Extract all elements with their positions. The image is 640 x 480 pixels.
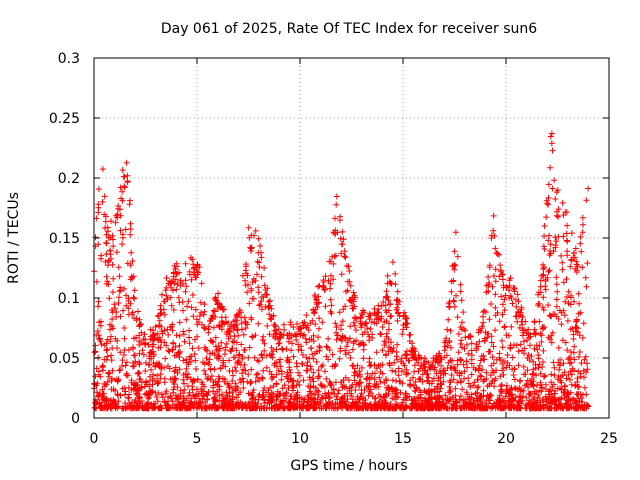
y-tick-label: 0: [71, 411, 80, 427]
x-axis-label: GPS time / hours: [290, 458, 407, 474]
y-tick-label: 0.1: [58, 291, 80, 307]
data-points: [91, 130, 592, 412]
y-axis-label: ROTI / TECUs: [6, 192, 22, 284]
x-tick-label: 20: [497, 431, 515, 447]
x-axis-ticks: 0 5 10 15 20 25: [90, 58, 618, 447]
y-tick-label: 0.3: [58, 51, 80, 67]
x-tick-label: 0: [90, 431, 99, 447]
y-tick-label: 0.2: [58, 171, 80, 187]
chart-title: Day 061 of 2025, Rate Of TEC Index for r…: [161, 21, 537, 37]
y-tick-label: 0.25: [49, 111, 80, 127]
x-tick-label: 10: [291, 431, 309, 447]
x-tick-label: 5: [193, 431, 202, 447]
y-tick-label: 0.15: [49, 231, 80, 247]
x-tick-label: 15: [394, 431, 412, 447]
y-axis-ticks: 0 0.05 0.1 0.15 0.2 0.25 0.3: [49, 51, 609, 427]
roti-point-markers: [91, 130, 592, 412]
x-tick-label: 25: [600, 431, 618, 447]
y-tick-label: 0.05: [49, 351, 80, 367]
